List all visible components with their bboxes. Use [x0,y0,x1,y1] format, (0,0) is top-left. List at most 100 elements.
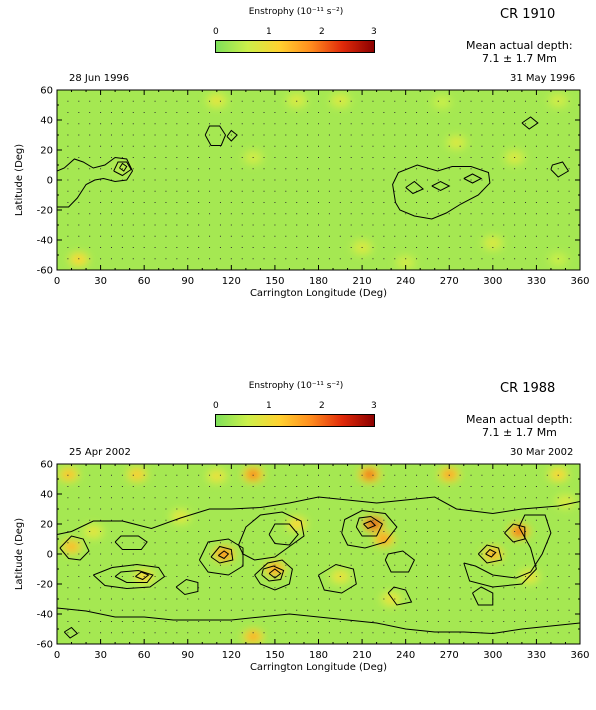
sample-dot [546,632,548,634]
sample-dot [165,235,167,237]
sample-dot [437,202,439,203]
sample-dot [492,632,494,634]
sample-dot [143,123,145,125]
sample-dot [143,609,145,611]
sample-dot [372,157,374,158]
sample-dot [568,202,570,203]
sample-dot [241,224,243,226]
sample-dot [241,497,243,499]
sample-dot [165,190,167,192]
sample-dot [361,247,363,248]
sample-dot [503,168,505,170]
sample-dot [546,213,548,215]
sample-dot [350,213,352,215]
sample-dot [535,224,537,226]
heatmap-hotspot [363,470,376,479]
sample-dot [394,519,396,521]
sample-dot [503,100,505,102]
sample-dot [535,576,537,577]
sample-dot [274,213,276,215]
sample-dot [459,519,461,521]
x-tick-label: 30 [94,276,107,287]
x-tick-label: 270 [440,276,459,287]
sample-dot [350,598,352,600]
sample-dot [492,213,494,215]
sample-dot [568,168,570,170]
sample-dot [492,168,494,170]
sample-dot [296,576,298,577]
y-axis-title: Latitude (Deg) [14,144,25,216]
sample-dot [241,258,243,260]
sample-dot [437,486,439,487]
sample-dot [328,100,330,102]
sample-dot [143,508,145,510]
sample-dot [296,497,298,499]
sample-dot [285,112,287,113]
sample-dot [154,247,156,248]
sample-dot [350,123,352,125]
sample-dot [318,609,319,611]
sample-dot [514,632,516,634]
sample-dot [154,145,156,147]
sample-dot [241,179,243,181]
sample-dot [110,486,112,487]
sample-dot [503,598,505,600]
sample-dot [165,112,167,113]
sample-dot [372,258,374,260]
sample-dot [372,179,374,181]
sample-dot [154,564,156,566]
sample-dot [557,486,559,487]
sample-dot [154,519,156,521]
sample-dot [426,247,428,248]
sample-dot [296,213,298,215]
sample-dot [78,519,80,521]
sample-dot [263,564,265,566]
sample-dot [557,134,559,136]
sample-dot [121,258,123,260]
sample-dot [339,497,341,499]
sample-dot [241,123,243,125]
sample-dot [241,542,243,544]
sample-dot [296,508,298,510]
sample-dot [78,553,80,555]
sample-dot [89,576,91,577]
sample-dot [132,609,134,611]
sample-dot [198,486,200,487]
sample-dot [470,497,472,499]
sample-dot [339,531,341,532]
sample-dot [274,235,276,237]
sample-dot [241,112,243,113]
sample-dot [219,179,221,181]
sample-dot [372,224,374,226]
sample-dot [252,609,254,611]
sample-dot [459,112,461,113]
sample-dot [121,598,123,600]
sample-dot [165,576,167,577]
sample-dot [470,486,472,487]
sample-dot [274,112,276,113]
sample-dot [198,553,200,555]
sample-dot [296,609,298,611]
sample-dot [514,587,516,589]
sample-dot [503,235,505,237]
sample-dot [110,576,112,577]
sample-dot [176,621,178,622]
sample-dot [448,202,450,203]
sample-dot [437,235,439,237]
sample-dot [394,553,396,555]
sample-dot [132,112,134,113]
sample-dot [405,519,407,521]
sample-dot [459,632,461,634]
sample-dot [132,157,134,158]
sample-dot [143,213,145,215]
sample-dot [503,497,505,499]
sample-dot [132,100,134,102]
sample-dot [219,100,221,102]
sample-dot [481,609,483,611]
sample-dot [154,112,156,113]
sample-dot [165,632,167,634]
sample-dot [328,247,330,248]
sample-dot [78,486,80,487]
sample-dot [546,202,548,203]
sample-dot [372,145,374,147]
